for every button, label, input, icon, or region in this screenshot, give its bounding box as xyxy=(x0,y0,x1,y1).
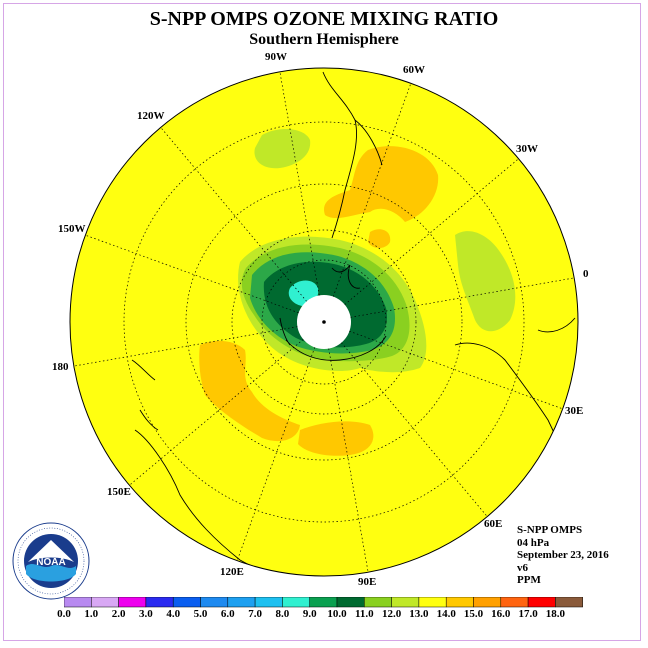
meridian-line xyxy=(73,326,298,367)
map-title: S-NPP OMPS OZONE MIXING RATIO xyxy=(149,8,499,30)
meridian-line xyxy=(332,83,412,297)
lon-label-60w: 60W xyxy=(403,64,425,76)
colorbar-tick-label: 9.0 xyxy=(302,608,317,620)
coast-antarctica xyxy=(279,317,387,361)
light-green-patch-west xyxy=(254,128,311,169)
colorbar-tick-label: 4.0 xyxy=(166,608,181,620)
meridian-line xyxy=(349,330,563,410)
map-boundary xyxy=(69,67,579,577)
meridian-line xyxy=(85,234,299,314)
info-version: v6 xyxy=(517,561,528,574)
coast-antarctic-peninsula xyxy=(331,264,361,289)
pole-marker xyxy=(322,320,326,324)
info-units: PPM xyxy=(517,574,541,586)
lon-label-180: 180 xyxy=(52,361,69,373)
colorbar-tick-label: 18.0 xyxy=(545,608,566,620)
colorbar-segment xyxy=(64,597,92,608)
colorbar-segment xyxy=(418,597,447,608)
colorbar-segment xyxy=(336,597,365,608)
colorbar-tick-label: 11.0 xyxy=(354,608,374,620)
lon-label-120e: 120E xyxy=(220,566,244,578)
info-block: S-NPP OMPS 04 hPa September 23, 2016 v6 … xyxy=(517,524,609,587)
coast-new-zealand xyxy=(131,359,159,431)
light-green-patch-atlantic xyxy=(455,231,516,332)
lon-label-60e: 60E xyxy=(484,518,503,530)
colorbar-segment xyxy=(364,597,392,608)
orange-patch-small xyxy=(368,229,391,248)
colorbar xyxy=(64,597,583,608)
meridian-line xyxy=(341,342,488,517)
colorbar-segment xyxy=(391,597,420,608)
colorbar-segment xyxy=(145,597,174,608)
lon-label-90e: 90E xyxy=(358,576,377,588)
meridian-line xyxy=(279,71,320,296)
colorbar-tick-label: 12.0 xyxy=(381,608,402,620)
meridian-line xyxy=(236,347,316,561)
colorbar-tick-label: 17.0 xyxy=(518,608,538,620)
info-level: 04 hPa xyxy=(517,536,550,549)
colorbar-segment xyxy=(254,597,283,608)
lon-label-150w: 150W xyxy=(58,223,86,235)
colorbar-tick-label: 8.0 xyxy=(275,608,290,620)
colorbar-tick-label: 5.0 xyxy=(193,608,208,620)
colorbar-segment xyxy=(527,597,556,608)
figure-frame xyxy=(3,3,641,641)
colorbar-tick-label: 7.0 xyxy=(248,608,262,620)
colorbar-tick-label: 1.0 xyxy=(84,608,99,620)
colorbar-segment xyxy=(445,597,474,608)
coast-south-america xyxy=(322,71,383,239)
colorbar-tick-label: 6.0 xyxy=(220,608,235,620)
colorbar-segment xyxy=(227,597,256,608)
meridian-line xyxy=(328,348,369,573)
lon-label-0: 0 xyxy=(583,268,589,280)
lon-label-30w: 30W xyxy=(516,143,538,155)
colorbar-tick-label: 2.0 xyxy=(111,608,126,620)
colorbar-segment xyxy=(200,597,229,608)
info-instrument: S-NPP OMPS xyxy=(517,524,583,536)
meridian-line xyxy=(160,127,307,302)
meridian-line xyxy=(129,339,304,486)
colorbar-segment xyxy=(500,597,529,608)
meridian-line xyxy=(350,277,575,318)
lon-label-150e: 150E xyxy=(107,486,131,498)
noaa-logo: NOAA xyxy=(12,522,90,600)
colorbar-tick-label: 10.0 xyxy=(327,608,347,620)
orange-patch-south-america xyxy=(324,146,439,222)
lon-label-30e: 30E xyxy=(565,405,584,417)
colorbar-segment xyxy=(473,597,502,608)
colorbar-tick-label: 13.0 xyxy=(409,608,429,620)
coast-africa-east xyxy=(537,317,576,333)
colorbar-segment xyxy=(118,597,147,608)
meridians xyxy=(73,71,575,573)
colorbar-tick-label: 16.0 xyxy=(491,608,511,620)
lon-label-90w: 90W xyxy=(265,51,287,63)
map-subtitle: Southern Hemisphere xyxy=(249,31,399,48)
colorbar-segment xyxy=(282,597,310,608)
colorbar-segment xyxy=(91,597,119,608)
orange-patch-pacific xyxy=(199,340,300,442)
graticule xyxy=(123,121,525,523)
svg-text:NOAA: NOAA xyxy=(36,557,65,568)
colorbar-tick-label: 0.0 xyxy=(57,608,71,620)
lon-label-120w: 120W xyxy=(137,110,165,122)
colorbar-segment xyxy=(309,597,338,608)
colorbar-segment xyxy=(172,597,201,608)
colorbar-segment xyxy=(555,597,583,608)
colorbar-tick-label: 14.0 xyxy=(436,608,456,620)
info-date: September 23, 2016 xyxy=(517,549,609,561)
orange-patch-south xyxy=(298,421,374,456)
meridian-line xyxy=(344,158,519,305)
colorbar-tick-label: 3.0 xyxy=(139,608,153,620)
colorbar-tick-label: 15.0 xyxy=(463,608,484,620)
